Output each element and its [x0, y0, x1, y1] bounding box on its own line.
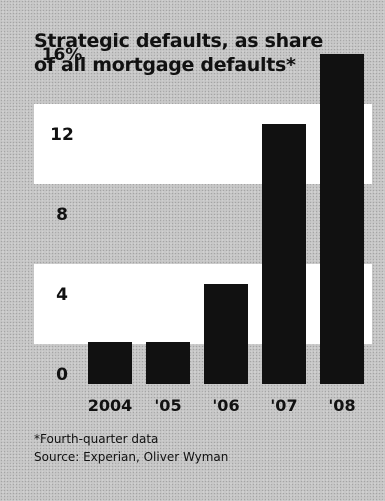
bar-1 [146, 342, 190, 384]
y-tick-label-1: 4 [56, 285, 68, 305]
gridline-band-1 [34, 104, 372, 184]
y-tick-label-2: 8 [56, 205, 68, 225]
gridline-bands [34, 104, 372, 344]
gridline-band-0 [34, 264, 372, 344]
y-tick-label-3: 12 [50, 125, 74, 145]
y-tick-label-4: 16% [42, 45, 83, 65]
y-tick-label-0: 0 [56, 365, 68, 385]
bar-3 [262, 124, 306, 384]
y-tick-labels: 0 4 8 12 16% [42, 45, 83, 385]
x-tick-label-2: '06 [212, 396, 239, 415]
x-tick-label-1: '05 [154, 396, 181, 415]
source-note: Source: Experian, Oliver Wyman [34, 450, 229, 464]
x-tick-labels: 2004 '05 '06 '07 '08 [88, 396, 356, 415]
bar-0 [88, 342, 132, 384]
chart-title-line-1: Strategic defaults, as share [34, 30, 324, 52]
bar-2 [204, 284, 248, 384]
bars [88, 54, 364, 384]
footnote: *Fourth-quarter data [34, 432, 159, 446]
chart-title-line-2: of all mortgage defaults* [34, 54, 296, 76]
x-tick-label-4: '08 [328, 396, 355, 415]
x-tick-label-3: '07 [270, 396, 297, 415]
x-tick-label-0: 2004 [88, 396, 133, 415]
bar-4 [320, 54, 364, 384]
